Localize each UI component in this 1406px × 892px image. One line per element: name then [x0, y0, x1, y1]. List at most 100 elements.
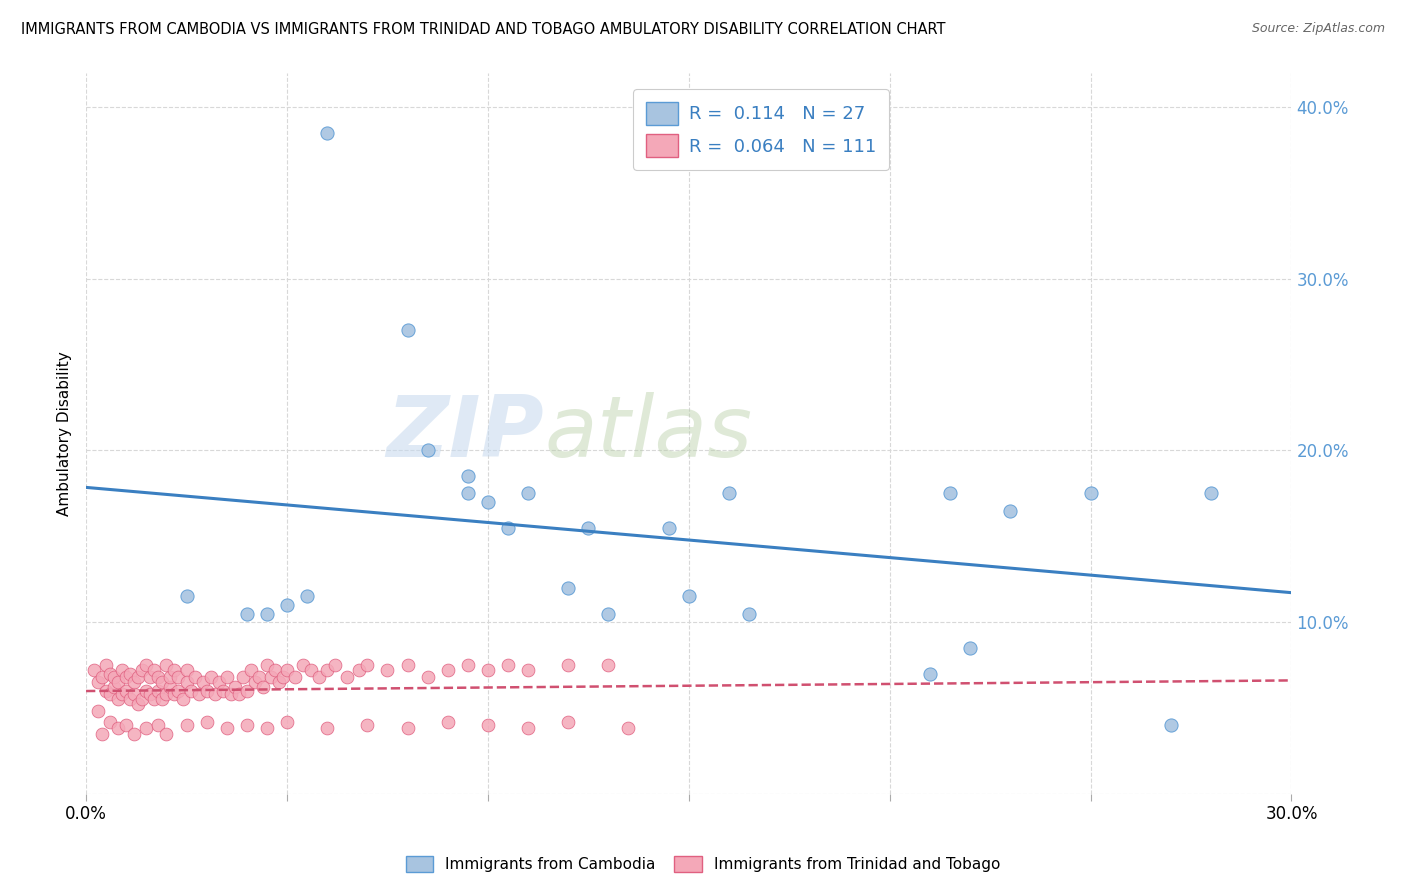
Point [195, 714, 218, 729]
Y-axis label: Ambulatory Disability: Ambulatory Disability [58, 351, 72, 516]
Point [135, 722, 157, 736]
Point [152, 675, 174, 690]
Point [356, 718, 378, 732]
Point [316, 663, 339, 677]
Point [195, 683, 218, 698]
Point [127, 698, 149, 712]
Point [107, 722, 129, 736]
Point [204, 687, 226, 701]
Point [131, 692, 153, 706]
Point [557, 657, 579, 672]
Point [127, 670, 149, 684]
Point [256, 657, 278, 672]
Point [159, 670, 181, 684]
Text: atlas: atlas [544, 392, 752, 475]
Point [416, 670, 439, 684]
Point [176, 718, 198, 732]
Point [617, 722, 640, 736]
Point [167, 683, 190, 698]
Point [247, 670, 270, 684]
Point [224, 681, 246, 695]
Point [115, 670, 138, 684]
Point [96, 657, 118, 672]
Point [155, 687, 177, 701]
Point [139, 670, 162, 684]
Point [349, 663, 371, 677]
Point [239, 663, 262, 677]
Point [111, 687, 134, 701]
Point [236, 683, 259, 698]
Point [316, 722, 339, 736]
Point [598, 607, 620, 621]
Point [939, 486, 962, 500]
Point [678, 590, 700, 604]
Point [517, 486, 540, 500]
Point [292, 657, 315, 672]
Point [276, 598, 298, 612]
Point [183, 670, 205, 684]
Point [284, 670, 307, 684]
Point [396, 323, 419, 337]
Point [187, 687, 209, 701]
Point [918, 666, 941, 681]
Point [276, 714, 298, 729]
Point [87, 675, 110, 690]
Point [457, 486, 479, 500]
Point [163, 687, 186, 701]
Point [260, 670, 283, 684]
Point [998, 503, 1021, 517]
Point [98, 687, 121, 701]
Point [143, 692, 166, 706]
Point [211, 683, 233, 698]
Point [598, 657, 620, 672]
Point [396, 722, 419, 736]
Point [236, 607, 259, 621]
Point [143, 663, 166, 677]
Point [163, 663, 186, 677]
Point [295, 590, 318, 604]
Point [87, 704, 110, 718]
Point [215, 670, 238, 684]
Point [557, 581, 579, 595]
Point [91, 726, 114, 740]
Point [219, 687, 242, 701]
Point [124, 687, 146, 701]
Point [103, 681, 125, 695]
Point [124, 675, 146, 690]
Point [517, 722, 540, 736]
Point [436, 663, 458, 677]
Point [115, 718, 138, 732]
Point [658, 521, 681, 535]
Point [299, 663, 322, 677]
Point [256, 607, 278, 621]
Point [167, 670, 190, 684]
Point [416, 443, 439, 458]
Point [98, 714, 121, 729]
Point [252, 681, 274, 695]
Point [308, 670, 330, 684]
Point [232, 670, 254, 684]
Point [96, 683, 118, 698]
Point [208, 675, 231, 690]
Point [557, 714, 579, 729]
Text: IMMIGRANTS FROM CAMBODIA VS IMMIGRANTS FROM TRINIDAD AND TOBAGO AMBULATORY DISAB: IMMIGRANTS FROM CAMBODIA VS IMMIGRANTS F… [21, 22, 946, 37]
Legend: R =  0.114   N = 27, R =  0.064   N = 111: R = 0.114 N = 27, R = 0.064 N = 111 [633, 89, 889, 169]
Point [316, 126, 339, 140]
Point [477, 663, 499, 677]
Point [107, 692, 129, 706]
Point [83, 663, 105, 677]
Point [576, 521, 599, 535]
Point [111, 663, 134, 677]
Point [159, 681, 181, 695]
Point [98, 666, 121, 681]
Point [176, 675, 198, 690]
Point [457, 657, 479, 672]
Point [496, 521, 519, 535]
Point [477, 495, 499, 509]
Text: ZIP: ZIP [387, 392, 544, 475]
Point [200, 670, 222, 684]
Point [115, 683, 138, 698]
Point [1160, 718, 1182, 732]
Point [191, 675, 214, 690]
Point [264, 663, 287, 677]
